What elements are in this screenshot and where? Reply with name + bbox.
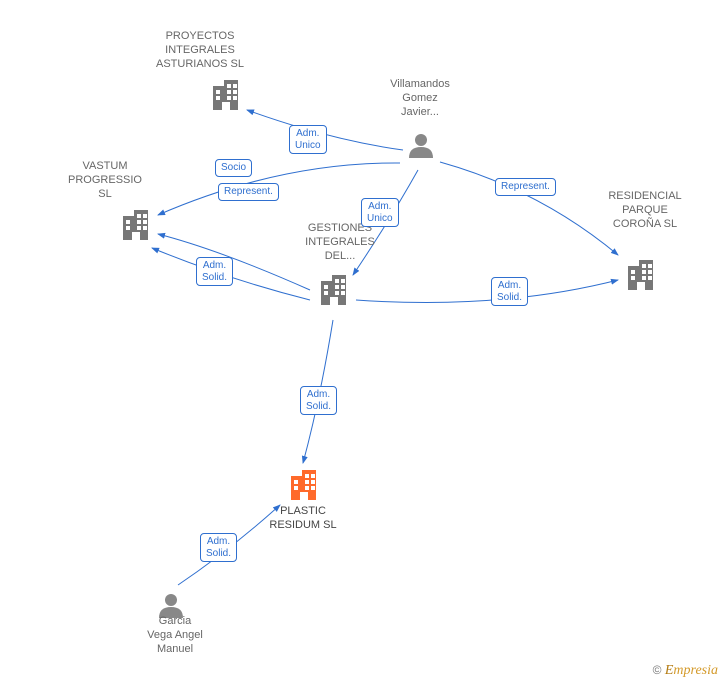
footer-copyright: © Empresia: [653, 663, 718, 679]
edge-label: Adm. Unico: [361, 198, 399, 227]
node-vastum[interactable]: VASTUM PROGRESSIO SL: [55, 160, 155, 201]
edge-label: Socio: [215, 159, 252, 177]
node-label: PLASTIC RESIDUM SL: [248, 505, 358, 533]
building-icon: [213, 80, 238, 110]
edge-label: Represent.: [218, 183, 279, 201]
brand-name: Empresia: [665, 663, 718, 678]
building-icon: [123, 210, 148, 240]
edge-label: Adm. Solid.: [196, 257, 233, 286]
edge-label: Adm. Solid.: [300, 386, 337, 415]
node-plastic[interactable]: PLASTIC RESIDUM SL: [248, 505, 358, 533]
building-icon: [291, 470, 316, 500]
node-label: VASTUM PROGRESSIO SL: [55, 160, 155, 201]
node-garcia[interactable]: Garcia Vega Angel Manuel: [130, 615, 220, 656]
node-label: Garcia Vega Angel Manuel: [130, 615, 220, 656]
node-label: GESTIONES INTEGRALES DEL...: [280, 222, 400, 263]
copyright-symbol: ©: [653, 663, 662, 677]
person-icon: [409, 134, 433, 158]
building-icon: [321, 275, 346, 305]
node-villamandos[interactable]: Villamandos Gomez Javier...: [370, 78, 470, 119]
node-label: PROYECTOS INTEGRALES ASTURIANOS SL: [140, 30, 260, 71]
building-icon: [628, 260, 653, 290]
node-label: RESIDENCIAL PARQUE COROÑA SL: [585, 190, 705, 231]
edge-label: Adm. Solid.: [491, 277, 528, 306]
edge-label: Represent.: [495, 178, 556, 196]
edge-arrow: [356, 280, 618, 303]
edge-label: Adm. Solid.: [200, 533, 237, 562]
node-gestiones[interactable]: GESTIONES INTEGRALES DEL...: [280, 222, 400, 263]
edge-label: Adm. Unico: [289, 125, 327, 154]
node-residencial[interactable]: RESIDENCIAL PARQUE COROÑA SL: [585, 190, 705, 231]
node-label: Villamandos Gomez Javier...: [370, 78, 470, 119]
network-canvas: [0, 0, 728, 685]
node-proyectos[interactable]: PROYECTOS INTEGRALES ASTURIANOS SL: [140, 30, 260, 71]
